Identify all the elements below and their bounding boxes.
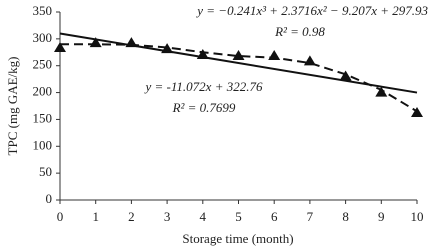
y-tick-label: 0 <box>46 191 53 206</box>
annotation: R² = 0.7699 <box>172 100 236 115</box>
y-tick-label: 150 <box>33 110 53 125</box>
x-tick-label: 0 <box>57 209 64 224</box>
x-tick-label: 9 <box>378 209 385 224</box>
marker <box>339 70 352 81</box>
marker <box>303 55 316 66</box>
y-tick-label: 100 <box>33 137 53 152</box>
marker <box>232 50 245 61</box>
y-tick-label: 250 <box>33 57 53 72</box>
y-axis-label: TPC (mg GAE/kg) <box>5 57 20 156</box>
annotation: R² = 0.98 <box>274 24 325 39</box>
x-tick-label: 3 <box>164 209 171 224</box>
trend-line <box>60 43 418 113</box>
x-tick-label: 5 <box>235 209 242 224</box>
x-tick-label: 8 <box>342 209 349 224</box>
annotation: y = −0.241x³ + 2.3716x² − 9.207x + 297.9… <box>195 3 428 18</box>
y-tick-label: 300 <box>33 30 53 45</box>
y-tick-label: 50 <box>39 164 52 179</box>
x-tick-label: 7 <box>307 209 314 224</box>
y-tick-label: 200 <box>33 84 53 99</box>
x-tick-label: 4 <box>200 209 207 224</box>
trend-line <box>59 32 418 94</box>
annotation: y = -11.072x + 322.76 <box>144 79 263 94</box>
marker <box>411 106 423 117</box>
x-tick-label: 10 <box>411 209 424 224</box>
x-tick-label: 1 <box>92 209 99 224</box>
x-tick-label: 6 <box>271 209 278 224</box>
plot: 0 50 100 150 200 250 300 350 0 1 2 3 4 5 6 7 8 9 10 <box>33 3 424 224</box>
x-axis-label: Storage time (month) <box>182 231 293 246</box>
marker <box>54 41 66 52</box>
x-tick-label: 2 <box>128 209 135 224</box>
y-tick-label: 350 <box>33 3 53 18</box>
marker <box>375 86 388 97</box>
